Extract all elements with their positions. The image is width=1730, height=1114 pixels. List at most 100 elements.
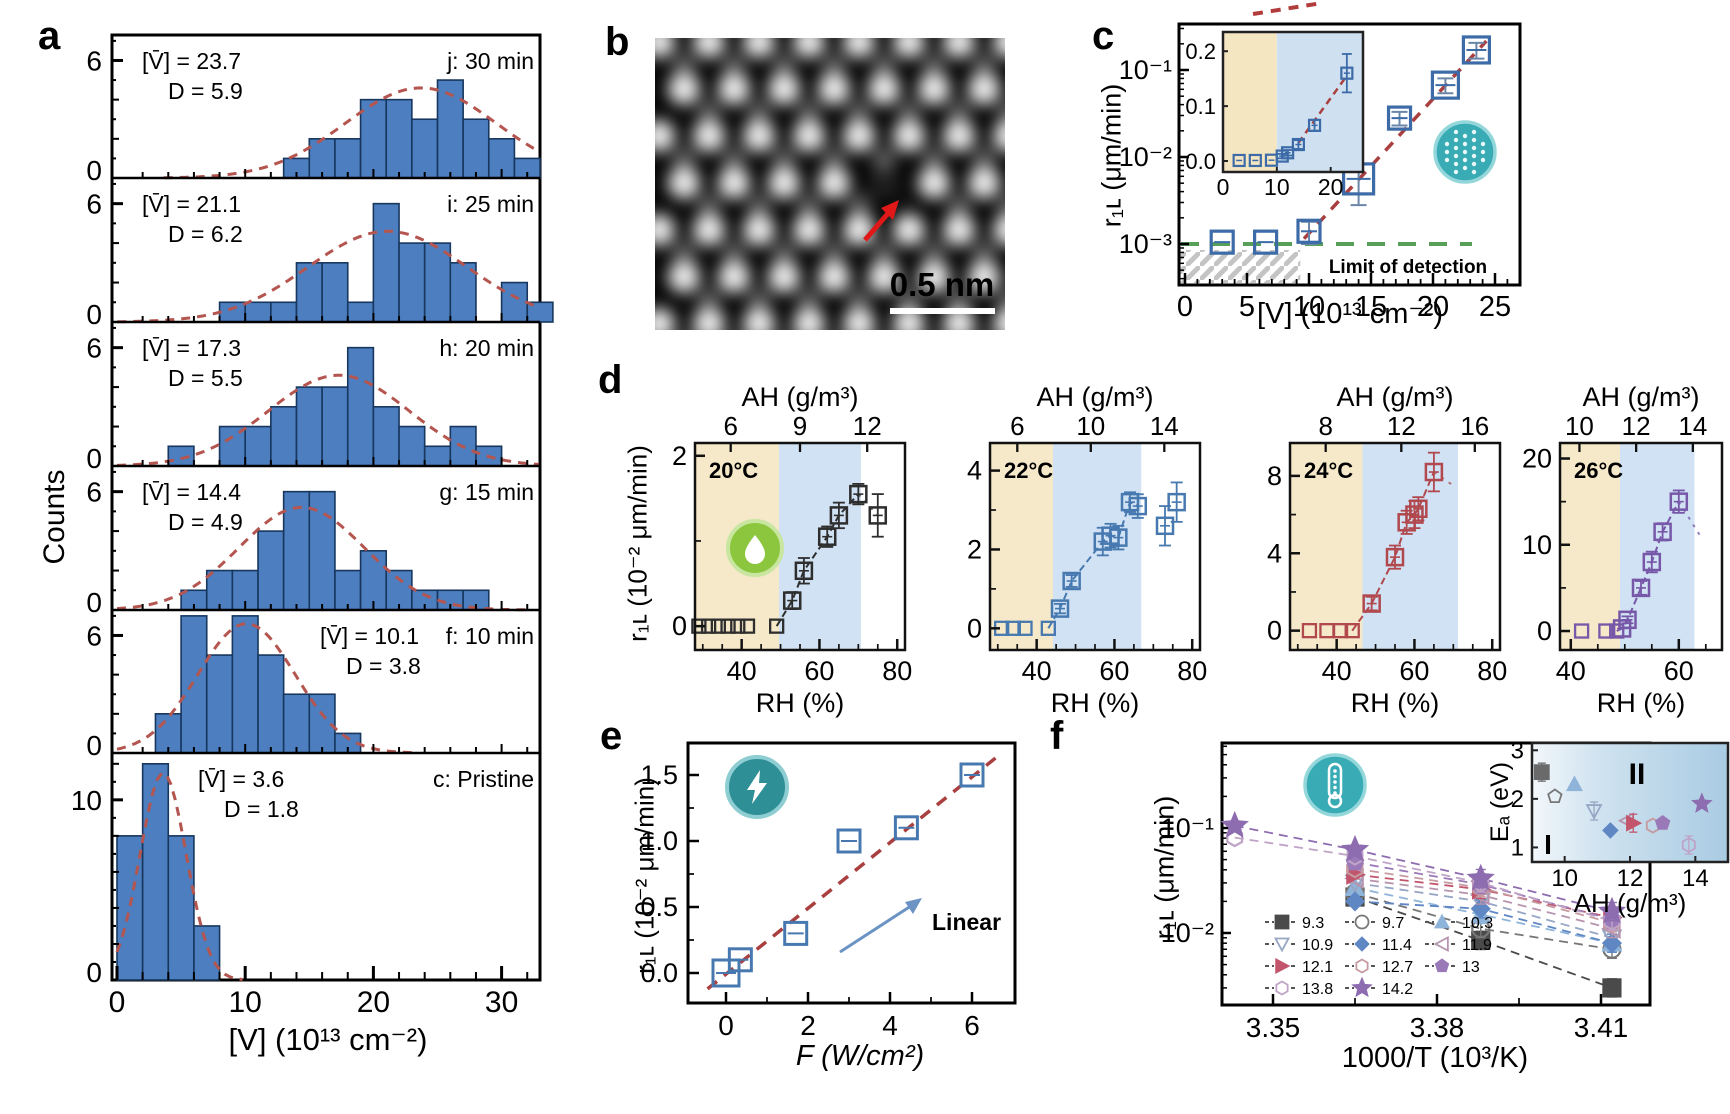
svg-text:80: 80	[882, 656, 912, 686]
svg-text:4: 4	[967, 456, 982, 486]
gaussian-fit-curve	[116, 622, 418, 755]
svg-text:0: 0	[1267, 616, 1282, 646]
svg-text:12: 12	[1617, 865, 1644, 892]
panel-c-chart: Limit of detection 0 5 10 15 20 25 10⁻³ 10⁻² 10⁻¹…	[1119, 1, 1522, 323]
svg-text:15: 15	[1355, 291, 1387, 323]
square-marker	[1274, 914, 1290, 930]
rh-axis-title: RH (%)	[1051, 688, 1140, 718]
panel-c-xlabel: [V] (10¹³ cm⁻²)	[1256, 298, 1444, 330]
svg-text:5: 5	[1239, 291, 1255, 323]
svg-text:0: 0	[672, 611, 687, 641]
histogram-subplot-f: 6 0 [V̄] = 10.1 D = 3.8 f: 10 min	[86, 608, 540, 761]
svg-text:80: 80	[1477, 656, 1507, 686]
hex-marker	[1603, 911, 1621, 931]
panel-c-inset: 0 10 20 0.0 0.1 0.2	[1185, 30, 1365, 200]
svg-text:60: 60	[804, 656, 834, 686]
gaussian-fit-curve	[115, 771, 243, 981]
svg-text:10⁻²: 10⁻²	[1161, 918, 1214, 948]
svg-text:40: 40	[727, 656, 757, 686]
star-marker	[1466, 863, 1495, 891]
star-marker	[1597, 896, 1627, 924]
dispersion-annotation: D = 1.8	[224, 796, 299, 822]
svg-text:40: 40	[1322, 656, 1352, 686]
rh-axis-title: RH (%)	[1351, 688, 1440, 718]
dispersion-annotation: D = 3.8	[346, 653, 421, 679]
svg-text:16: 16	[1460, 411, 1489, 441]
svg-text:0: 0	[86, 155, 102, 186]
svg-text:8: 8	[1318, 411, 1332, 441]
legend-value: 13	[1462, 959, 1480, 976]
svg-text:2: 2	[1511, 786, 1524, 813]
svg-text:40: 40	[1556, 656, 1586, 686]
svg-text:60: 60	[1664, 656, 1694, 686]
panel-b-label: b	[605, 20, 630, 64]
svg-text:2: 2	[967, 534, 982, 564]
legend-value: 11.4	[1382, 937, 1412, 954]
mean-vacancy-annotation: [V̄] = 10.1	[320, 623, 419, 649]
gaussian-fit-curve	[116, 373, 539, 467]
mean-vacancy-annotation: [V̄] = 23.7	[142, 48, 241, 74]
svg-text:0.1: 0.1	[1185, 94, 1216, 119]
limit-of-detection-label: Limit of detection	[1329, 257, 1487, 278]
svg-text:20: 20	[357, 986, 390, 1019]
svg-text:6: 6	[1010, 411, 1024, 441]
star-marker	[1691, 792, 1713, 813]
svg-text:1.0: 1.0	[640, 826, 678, 856]
svg-text:0: 0	[718, 1010, 734, 1041]
svg-text:10⁻³: 10⁻³	[1119, 229, 1172, 259]
svg-text:10: 10	[229, 986, 262, 1019]
mean-vacancy-annotation: [V̄] = 3.6	[198, 766, 284, 792]
subplot-name: i: 25 min	[447, 191, 534, 217]
svg-text:6: 6	[86, 189, 102, 220]
dispersion-annotation: D = 5.9	[168, 78, 243, 104]
svg-text:10: 10	[1551, 865, 1578, 892]
panel-f-xlabel: 1000/T (10³/K)	[1341, 1042, 1529, 1074]
svg-text:0.0: 0.0	[640, 958, 678, 988]
legend-value: 11.9	[1462, 937, 1492, 954]
svg-text:6: 6	[86, 477, 102, 508]
svg-text:12: 12	[853, 411, 882, 441]
svg-text:10: 10	[71, 785, 102, 816]
pent-marker	[1654, 815, 1671, 830]
svg-text:0: 0	[1177, 291, 1193, 323]
ah-axis-title: AH (g/m³)	[742, 382, 859, 412]
svg-text:3.38: 3.38	[1410, 1012, 1465, 1043]
svg-text:0: 0	[967, 613, 982, 643]
panel-b-stem-image: 0.5 nm	[655, 38, 1005, 330]
diamond-marker	[1602, 822, 1619, 839]
pent-marker	[1434, 958, 1450, 973]
svg-text:10⁻²: 10⁻²	[1119, 142, 1172, 172]
svg-text:6: 6	[964, 1010, 980, 1041]
dispersion-annotation: D = 4.9	[168, 509, 243, 535]
histogram-bars	[154, 615, 362, 754]
subplot-name: c: Pristine	[433, 766, 534, 792]
square-marker	[1533, 764, 1550, 781]
svg-text:1.5: 1.5	[640, 760, 678, 790]
mean-vacancy-annotation: [V̄] = 17.3	[142, 335, 241, 361]
svg-text:0.5: 0.5	[640, 892, 678, 922]
svg-text:60: 60	[1399, 656, 1429, 686]
panel-e-xlabel: F (W/cm²)	[795, 1040, 925, 1072]
panel-d-label: d	[598, 358, 623, 402]
atomic-lattice	[655, 38, 1005, 330]
svg-text:0.0: 0.0	[1185, 149, 1216, 174]
arrhenius-series	[1220, 810, 1627, 998]
svg-text:0: 0	[86, 443, 102, 474]
svg-text:10: 10	[1293, 291, 1325, 323]
svg-text:3.35: 3.35	[1246, 1012, 1301, 1043]
svg-text:6: 6	[86, 45, 102, 76]
ah-axis-title: AH (g/m³)	[1583, 382, 1700, 412]
svg-text:0: 0	[86, 299, 102, 330]
histogram-subplot-i: 6 0 [V̄] = 21.1 D = 6.2 i: 25 min	[86, 176, 554, 330]
svg-text:4: 4	[1267, 538, 1282, 568]
svg-text:10⁻¹: 10⁻¹	[1161, 813, 1214, 843]
scale-bar	[890, 308, 995, 314]
svg-text:2: 2	[672, 441, 687, 471]
legend-value: 10.9	[1302, 937, 1333, 954]
dispersion-annotation: D = 6.2	[168, 221, 243, 247]
region-I-label: I	[1544, 829, 1552, 860]
